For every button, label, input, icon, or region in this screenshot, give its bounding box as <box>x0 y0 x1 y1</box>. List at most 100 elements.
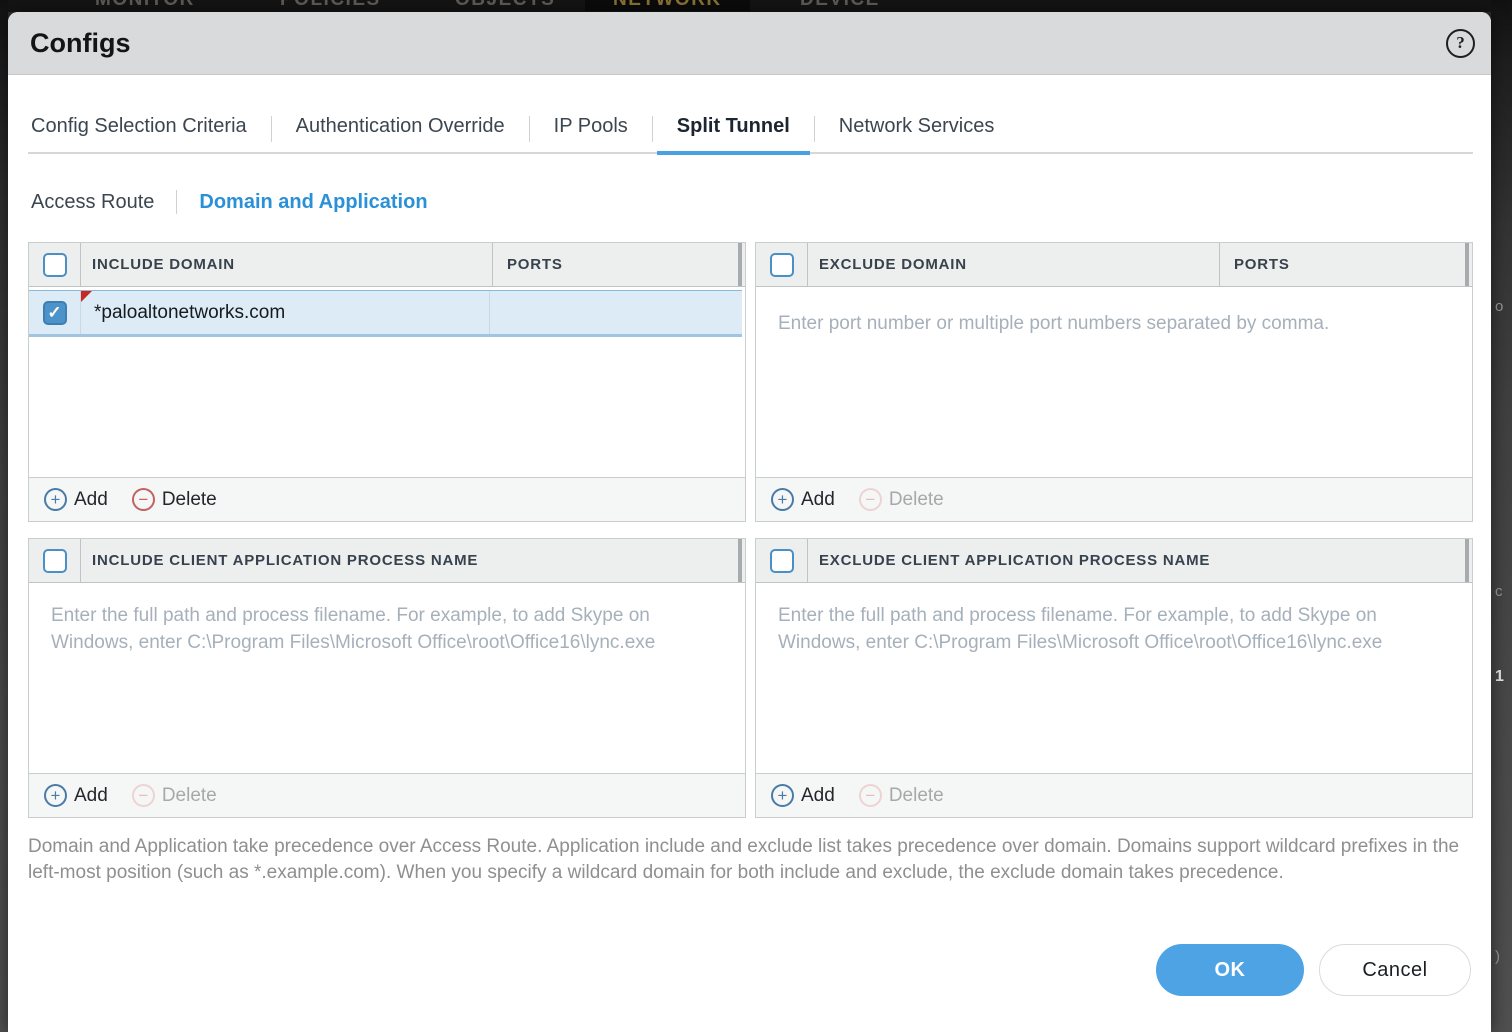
include-app-actions: + Add − Delete <box>29 773 745 817</box>
precedence-note: Domain and Application take precedence o… <box>28 836 1460 883</box>
dialog-title: Configs <box>30 27 131 58</box>
nav-item-policies: POLICIES <box>280 0 381 11</box>
dimmed-background-right: o c 1 ) <box>1491 0 1512 1032</box>
include-app-header: INCLUDE CLIENT APPLICATION PROCESS NAME <box>29 539 745 583</box>
header-checkbox-cell <box>756 539 808 582</box>
add-button[interactable]: + Add <box>771 784 835 807</box>
minus-circle-icon: − <box>131 784 155 807</box>
plus-circle-icon: + <box>771 488 794 511</box>
cancel-button[interactable]: Cancel <box>1319 944 1471 996</box>
minus-circle-icon: − <box>858 784 882 807</box>
delete-button-disabled: − Delete <box>858 784 944 807</box>
select-all-checkbox[interactable] <box>42 252 67 277</box>
modified-marker-icon <box>81 291 92 302</box>
exclude-domain-panel: EXCLUDE DOMAIN PORTS Enter port number o… <box>755 242 1473 522</box>
tab-separator <box>813 116 815 142</box>
row-checkbox-cell <box>29 291 81 334</box>
delete-button[interactable]: − Delete <box>131 488 217 511</box>
select-all-checkbox[interactable] <box>769 548 794 573</box>
column-header-ports: PORTS <box>1219 243 1472 286</box>
header-checkbox-cell <box>29 539 81 582</box>
tab-network-services[interactable]: Network Services <box>838 115 995 137</box>
exclude-app-actions: + Add − Delete <box>756 773 1472 817</box>
subtab-bar: Access Route Domain and Application <box>28 190 1473 214</box>
include-app-panel: INCLUDE CLIENT APPLICATION PROCESS NAME … <box>28 538 746 818</box>
add-label: Add <box>74 488 108 510</box>
background-fragment: 1 <box>1495 668 1504 685</box>
column-header-exclude-domain: EXCLUDE DOMAIN <box>819 256 967 273</box>
tab-separator <box>528 116 530 142</box>
nav-item-network: NETWORK <box>585 0 750 11</box>
include-domain-body: *paloaltonetworks.com <box>29 287 745 477</box>
column-header-ports: PORTS <box>492 243 745 286</box>
plus-circle-icon: + <box>44 784 67 807</box>
delete-label: Delete <box>888 784 944 806</box>
tab-separator <box>651 116 653 142</box>
row-checkbox[interactable] <box>42 300 67 325</box>
include-app-body[interactable]: Enter the full path and process filename… <box>29 583 745 773</box>
background-fragment: ) <box>1495 948 1500 965</box>
dialog-header: Configs ? <box>8 12 1491 75</box>
add-button[interactable]: + Add <box>44 784 108 807</box>
add-label: Add <box>801 784 835 806</box>
exclude-domain-header: EXCLUDE DOMAIN PORTS <box>756 243 1472 287</box>
domain-value: *paloaltonetworks.com <box>94 301 286 323</box>
ports-cell[interactable] <box>489 291 742 334</box>
header-checkbox-cell <box>29 243 81 286</box>
subtab-separator <box>176 190 178 214</box>
exclude-app-header: EXCLUDE CLIENT APPLICATION PROCESS NAME <box>756 539 1472 583</box>
exclude-app-panel: EXCLUDE CLIENT APPLICATION PROCESS NAME … <box>755 538 1473 818</box>
nav-item-device: DEVICE <box>800 0 880 11</box>
delete-button-disabled: − Delete <box>858 488 944 511</box>
include-domain-actions: + Add − Delete <box>29 477 745 521</box>
tab-config-selection-criteria[interactable]: Config Selection Criteria <box>31 115 247 137</box>
domain-cell[interactable]: *paloaltonetworks.com <box>81 291 489 334</box>
plus-circle-icon: + <box>771 784 794 807</box>
nav-item-monitor: MONITOR <box>95 0 195 11</box>
column-header-include-app: INCLUDE CLIENT APPLICATION PROCESS NAME <box>92 552 479 569</box>
tab-ip-pools[interactable]: IP Pools <box>553 115 628 137</box>
panels-grid: INCLUDE DOMAIN PORTS *paloaltonetworks.c… <box>28 242 1473 818</box>
plus-circle-icon: + <box>44 488 67 511</box>
add-button[interactable]: + Add <box>44 488 108 511</box>
nav-item-objects: OBJECTS <box>455 0 555 11</box>
include-domain-panel: INCLUDE DOMAIN PORTS *paloaltonetworks.c… <box>28 242 746 522</box>
exclude-domain-actions: + Add − Delete <box>756 477 1472 521</box>
tab-separator <box>270 116 272 142</box>
delete-label: Delete <box>161 784 217 806</box>
dialog-body: Config Selection Criteria Authentication… <box>8 115 1491 996</box>
tab-authentication-override[interactable]: Authentication Override <box>295 115 505 137</box>
minus-circle-icon: − <box>131 488 155 511</box>
column-header-exclude-app: EXCLUDE CLIENT APPLICATION PROCESS NAME <box>819 552 1211 569</box>
exclude-app-body[interactable]: Enter the full path and process filename… <box>756 583 1472 773</box>
delete-label: Delete <box>888 488 944 510</box>
configs-dialog: Configs ? Config Selection Criteria Auth… <box>8 12 1491 1032</box>
dimmed-background-left <box>0 0 8 1032</box>
include-domain-header: INCLUDE DOMAIN PORTS <box>29 243 745 287</box>
ports-placeholder-text: Enter port number or multiple port numbe… <box>778 313 1330 334</box>
select-all-checkbox[interactable] <box>769 252 794 277</box>
tab-bar: Config Selection Criteria Authentication… <box>28 115 1473 155</box>
add-label: Add <box>74 784 108 806</box>
exclude-domain-body[interactable]: Enter port number or multiple port numbe… <box>756 287 1472 477</box>
delete-label: Delete <box>161 488 217 510</box>
add-button[interactable]: + Add <box>771 488 835 511</box>
ok-button[interactable]: OK <box>1156 944 1304 996</box>
background-fragment: o <box>1495 298 1504 315</box>
background-fragment: c <box>1495 583 1503 600</box>
header-checkbox-cell <box>756 243 808 286</box>
help-icon[interactable]: ? <box>1446 28 1475 58</box>
delete-button-disabled: − Delete <box>131 784 217 807</box>
background-nav-bar: MONITOR POLICIES OBJECTS NETWORK DEVICE <box>0 0 1512 12</box>
minus-circle-icon: − <box>858 488 882 511</box>
table-row[interactable]: *paloaltonetworks.com <box>29 290 742 337</box>
add-label: Add <box>801 488 835 510</box>
subtab-domain-and-application[interactable]: Domain and Application <box>199 190 428 213</box>
column-header-include-domain: INCLUDE DOMAIN <box>92 256 235 273</box>
tab-split-tunnel[interactable]: Split Tunnel <box>656 115 810 155</box>
app-path-placeholder-text: Enter the full path and process filename… <box>778 605 1383 653</box>
select-all-checkbox[interactable] <box>42 548 67 573</box>
subtab-access-route[interactable]: Access Route <box>31 190 155 213</box>
app-path-placeholder-text: Enter the full path and process filename… <box>51 605 656 653</box>
dialog-footer-buttons: OK Cancel <box>28 944 1473 996</box>
